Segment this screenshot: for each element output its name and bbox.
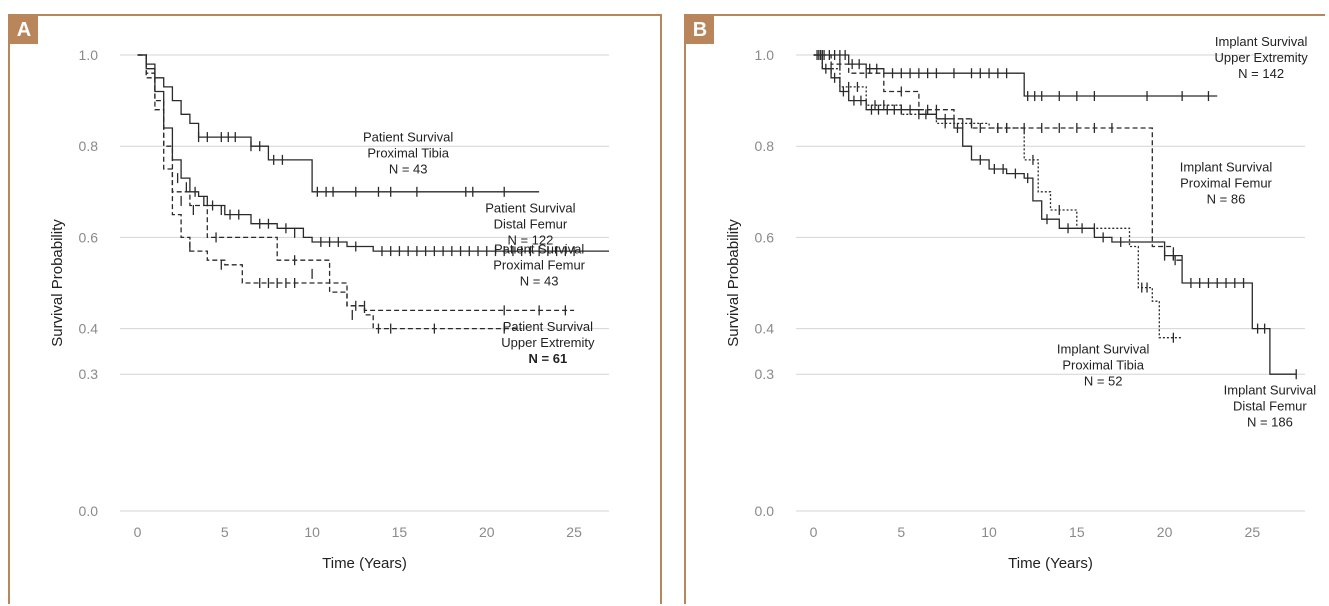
x-tick-label: 25 [566,524,582,540]
survival-curve [137,54,609,252]
x-tick-label: 10 [304,524,320,540]
x-tick-label: 0 [134,524,142,540]
series-label: Implant Survival [1224,383,1317,398]
x-tick-label: 5 [897,524,905,540]
survival-curve [813,54,1183,261]
series-label: N = 142 [1238,66,1284,81]
series-label: Patient Survival [503,319,593,334]
y-tick-label: 1.0 [755,47,775,63]
series-label: Proximal Femur [493,257,585,272]
y-tick-label: 0.8 [755,138,775,154]
x-tick-label: 20 [479,524,495,540]
series-label: Upper Extremity [1215,50,1309,65]
survival-chart-a: 0.0 0.3 0.4 0.6 0.8 1.0 0 5 10 15 20 25 Time (Years)… [49,47,609,572]
y-tick-label: 0.3 [79,366,99,382]
series-label: N = 61 [529,351,568,366]
series-label: N = 43 [389,162,428,177]
series-label: Patient Survival [485,200,575,215]
series-label: Proximal Tibia [367,146,449,161]
y-tick-label: 0.3 [755,366,775,382]
series-label: Distal Femur [1233,399,1307,414]
series-label: Proximal Tibia [1062,358,1144,373]
y-axis-label: Survival Probability [725,219,742,347]
survival-chart-b: 0.0 0.3 0.4 0.6 0.8 1.0 0 5 10 15 20 25 Time (Years)… [725,34,1317,572]
series-label: Implant Survival [1180,159,1273,174]
series-label: Distal Femur [494,216,568,231]
series-label: N = 43 [520,273,559,288]
series-label: Proximal Femur [1180,175,1272,190]
panel-a: A 0.0 0.3 0.4 0.6 0.8 1.0 0 5 10 15 20 25 Time (Year… [8,14,662,604]
y-tick-label: 0.4 [79,321,99,337]
panel-b-badge: B [686,16,714,44]
series-label: N = 86 [1207,191,1246,206]
y-tick-label: 0.6 [79,229,99,245]
x-tick-label: 25 [1245,524,1261,540]
series-label: N = 186 [1247,415,1293,430]
y-tick-label: 1.0 [79,47,99,63]
series-label: Upper Extremity [501,335,595,350]
survival-curve [137,54,540,193]
panel-a-badge: A [10,16,38,44]
x-axis-label: Time (Years) [322,555,407,572]
x-tick-label: 15 [1069,524,1085,540]
survival-curve [813,54,1297,375]
series-label: N = 122 [507,232,553,247]
x-tick-label: 20 [1157,524,1173,540]
x-axis-label: Time (Years) [1008,555,1093,572]
y-tick-label: 0.4 [755,321,775,337]
series-label: Implant Survival [1057,342,1150,357]
survival-curve [813,54,1183,339]
y-tick-label: 0.6 [755,229,775,245]
series-label: Patient Survival [363,130,453,145]
x-tick-label: 15 [392,524,408,540]
y-tick-label: 0.0 [79,503,99,519]
survival-curve [137,54,522,330]
x-tick-label: 5 [221,524,229,540]
x-tick-label: 10 [981,524,997,540]
survival-curve [813,54,1218,97]
panel-b: B 0.0 0.3 0.4 0.6 0.8 1.0 0 5 10 15 20 25 Time (Year… [684,14,1325,604]
y-tick-label: 0.8 [79,138,99,154]
series-label: Patient Survival [494,241,584,256]
x-tick-label: 0 [810,524,818,540]
series-label: N = 52 [1084,374,1123,389]
y-axis-label: Survival Probability [49,219,66,347]
series-label: Implant Survival [1215,34,1308,49]
survival-curve [137,54,575,312]
y-tick-label: 0.0 [755,503,775,519]
